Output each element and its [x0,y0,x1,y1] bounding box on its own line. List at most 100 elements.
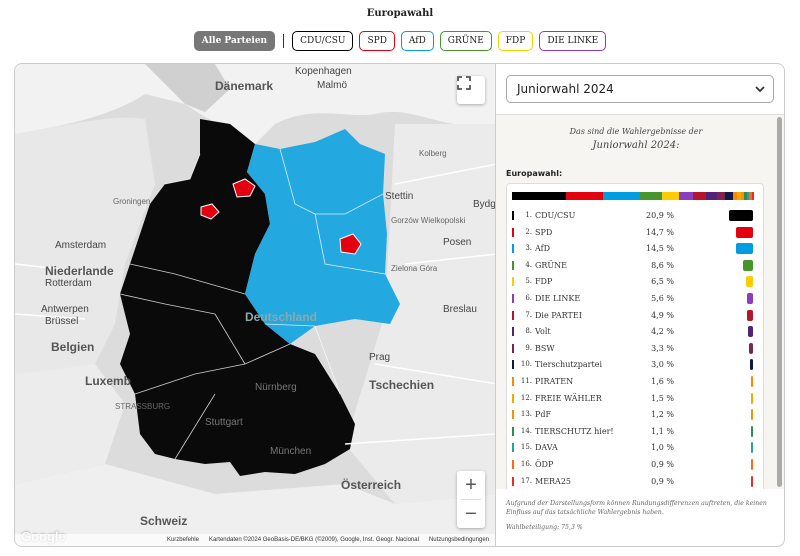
party-row: 16. ÖDP 0,9 % [512,457,757,474]
zoom-out-button[interactable]: − [465,502,477,525]
label-luxemburg: Luxemb [85,374,132,388]
party-color-marker [512,360,514,370]
party-bar [747,309,753,321]
fullscreen-icon [457,76,471,90]
intro-line-2: Juniorwahl 2024: [592,140,680,151]
party-bar [749,342,753,354]
label-daenemark: Dänemark [215,79,274,93]
party-color-marker [512,426,514,436]
party-color-marker [512,277,514,287]
party-percent: 20,9 % [646,211,674,220]
party-percent: 0,9 % [651,459,674,469]
results-map[interactable]: Dänemark Kopenhagen Malmö Kolberg Stetti… [14,63,496,547]
party-rank: 15. [520,443,532,452]
party-bar [751,409,753,421]
stacked-segment [740,192,744,200]
label-zielona: Zielona Góra [391,264,438,273]
party-rank: 17. [520,476,532,485]
filter-spd[interactable]: SPD [359,31,395,51]
party-color-marker [512,260,514,270]
party-row: 1. CDU/CSU 20,9 % [512,208,757,225]
terms-link[interactable]: Nutzungsbedingungen [428,537,489,543]
party-row: 10. Tierschutzpartei 3,0 % [512,357,757,374]
stacked-segment [693,192,706,200]
election-select[interactable]: Juniorwahl 2024 [506,75,774,103]
party-row: 11. PIRATEN 1,6 % [512,374,757,391]
filter-separator [283,34,285,48]
party-name: CDU/CSU [535,211,576,220]
filter-afd[interactable]: AfD [400,31,434,51]
turnout-text: Wahlbeteiligung: 75,3 % [506,524,583,531]
label-kolberg: Kolberg [419,149,447,158]
party-rank: 8. [525,327,532,336]
zoom-in-button[interactable]: + [465,473,477,496]
party-row: 14. TIERSCHUTZ hier! 1,1 % [512,424,757,441]
party-rank: 14. [520,426,532,435]
party-rank: 6. [525,293,532,302]
results-intro: Das sind die Wahlergebnisse der Juniorwa… [496,127,776,151]
label-stettin: Stettin [385,191,414,202]
stacked-segment [603,192,641,200]
party-name: PdF [535,410,552,420]
party-name: DIE LINKE [535,293,581,303]
stacked-segment [565,192,604,200]
party-name: FDP [535,277,553,287]
party-rank: 9. [525,343,532,352]
filter-fdp[interactable]: FDP [497,31,534,51]
party-row: 8. Volt 4,2 % [512,324,757,341]
label-groningen: Groningen [113,197,151,206]
label-gorzow: Gorzów Wielkopolski [391,216,466,225]
party-bar [749,359,753,371]
filter-all-parties[interactable]: Alle Parteien [193,31,276,51]
party-color-marker [512,244,514,254]
party-name: Tierschutzpartei [535,360,602,370]
stacked-segment [705,192,717,200]
party-row: 7. Die PARTEI 4,9 % [512,308,757,325]
party-rank: 1. [525,211,532,219]
party-results-list: 1. CDU/CSU 20,9 % 2. SPD 14,7 % 3. AfD 14,5 % 4. G… [512,208,757,489]
party-name: FREIE WÄHLER [535,393,602,403]
stacked-segment [662,192,680,200]
party-name: Volt [535,327,551,337]
label-niederlande: Niederlande [45,264,114,278]
party-rank: 7. [525,310,532,319]
zoom-divider [461,499,481,500]
party-percent: 14,5 % [646,244,674,254]
page-title: Europawahl [366,8,434,19]
keyboard-shortcuts-link[interactable]: Kurzbefehle [166,537,199,543]
party-color-marker [512,227,514,237]
filter-die-linke[interactable]: DIE LINKE [539,31,607,51]
label-prag: Prag [369,352,391,363]
party-color-marker [512,443,514,453]
party-name: Die PARTEI [535,310,582,320]
party-percent: 3,0 % [651,360,674,370]
party-row: 2. SPD 14,7 % [512,225,757,242]
party-name: DAVA [535,443,558,453]
party-percent: 1,6 % [651,376,674,386]
party-rank: 11. [520,376,532,385]
label-bruessel: Brüssel [45,316,79,327]
party-bar [745,276,753,288]
party-name: MERA25 [535,476,572,486]
party-bar [736,226,753,238]
label-amsterdam: Amsterdam [55,240,107,251]
results-scrollbar[interactable] [777,117,782,487]
label-nuernberg: Nürnberg [255,382,297,393]
filter-gruene[interactable]: GRÜNE [439,31,492,51]
party-bar [751,475,753,487]
fullscreen-button[interactable] [457,76,485,104]
party-percent: 1,1 % [651,426,674,436]
party-color-marker [512,410,514,420]
label-strassburg: STRASSBURG [115,402,171,411]
party-color-marker [512,343,514,353]
stacked-segment [512,192,566,200]
filter-cdu-csu[interactable]: CDU/CSU [292,31,354,51]
party-row: 5. FDP 6,5 % [512,274,757,291]
party-rank: 3. [525,244,532,253]
results-scroll-area[interactable]: Das sind die Wahlergebnisse der Juniorwa… [496,114,784,489]
label-oesterreich: Österreich [341,478,402,492]
party-percent: 1,5 % [651,393,674,403]
party-percent: 4,9 % [651,310,674,320]
party-bar [746,292,753,304]
